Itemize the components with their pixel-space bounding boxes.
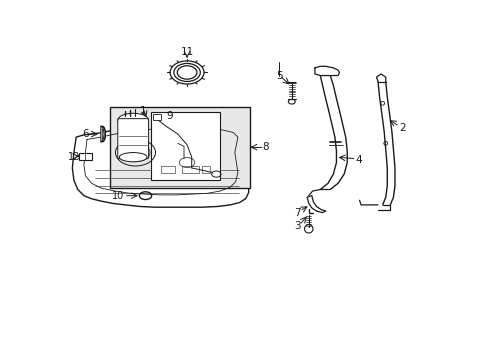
Polygon shape [102, 129, 104, 139]
Text: 4: 4 [355, 155, 362, 165]
Text: 9: 9 [166, 111, 173, 121]
Polygon shape [72, 122, 248, 207]
Text: 6: 6 [82, 129, 89, 139]
Polygon shape [101, 126, 105, 142]
Bar [182, 166, 198, 172]
Bar [202, 166, 210, 172]
Text: 7: 7 [293, 208, 300, 217]
FancyBboxPatch shape [118, 119, 148, 159]
Text: 8: 8 [262, 142, 268, 152]
Text: 2: 2 [399, 123, 405, 133]
Text: 1: 1 [140, 106, 146, 116]
Bar [79, 153, 91, 160]
Ellipse shape [118, 113, 148, 127]
Text: 12: 12 [67, 152, 80, 162]
Text: 11: 11 [180, 48, 193, 58]
Bar [151, 112, 220, 180]
Text: 5: 5 [276, 71, 282, 81]
Text: 10: 10 [111, 191, 123, 201]
Bar [110, 107, 250, 188]
Text: 3: 3 [293, 221, 300, 231]
Ellipse shape [119, 153, 147, 162]
Bar [161, 166, 174, 172]
Bar [153, 114, 161, 120]
